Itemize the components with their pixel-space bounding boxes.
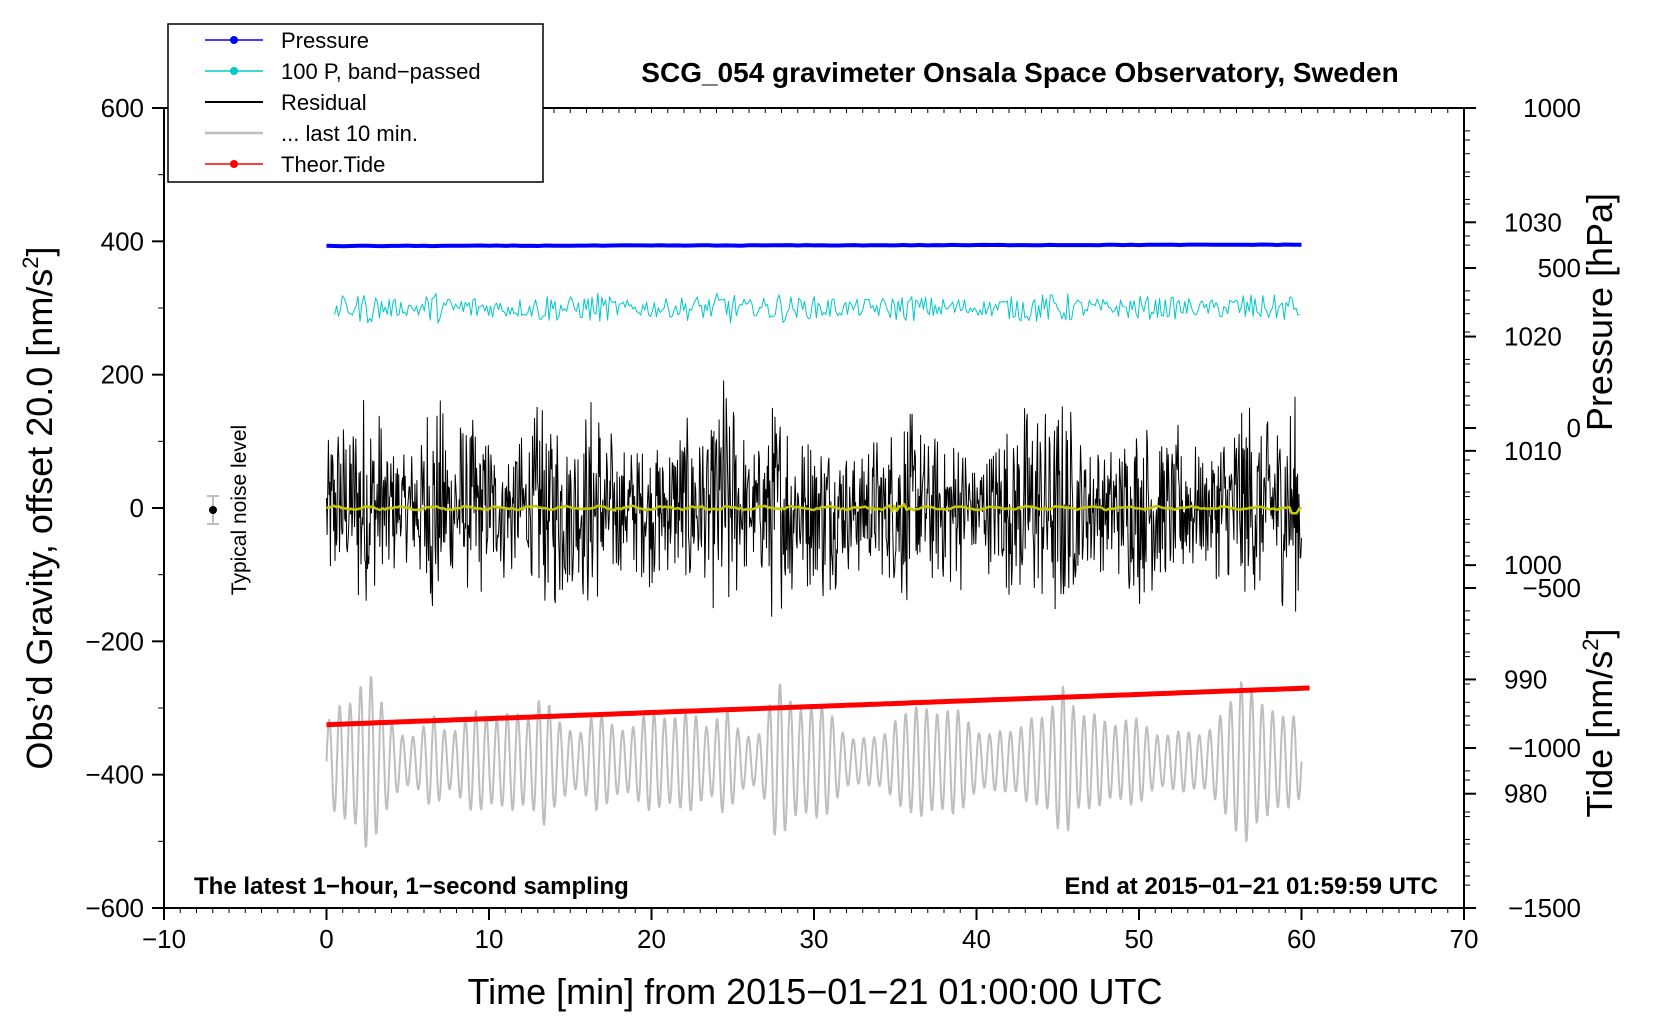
y-axis-label-left: Obs’d Gravity, offset 20.0 [nm/s2] [18,246,60,769]
tide-tick-label: −500 [1522,573,1581,603]
x-tick-label: 40 [962,924,991,954]
legend-label-bandpassed: 100 P, band−passed [281,59,481,84]
tide-tick-label: −1000 [1508,733,1581,763]
tide-tick-label: −1500 [1508,893,1581,923]
pressure-tick-label: 1020 [1504,322,1562,352]
series-residual-line [326,380,1302,617]
legend-marker-bandpassed [230,67,238,75]
pressure-tick-label: 980 [1504,779,1547,809]
noise-label: Typical noise level [228,425,251,595]
legend-item-last10: ... last 10 min. [205,121,418,146]
tide-tick-label: 1000 [1523,93,1581,123]
legend-label-tide: Theor.Tide [281,152,385,177]
pressure-tick-label: 990 [1504,664,1547,694]
legend-item-residual: Residual [205,90,367,115]
x-tick-label: 60 [1287,924,1316,954]
pressure-tick-label: 1000 [1504,550,1562,580]
series-residual-smoothed-line [326,502,1302,515]
x-tick-label: 20 [637,924,666,954]
y-tick-label-left: 400 [101,226,144,256]
y-axis-label-left-end: ] [19,246,60,256]
y-axis-label-pressure: Pressure [hPa] [1579,193,1620,431]
series-last10-line [325,676,1303,848]
series-pressure-line [326,242,1302,249]
tide-tick-label: 500 [1538,253,1581,283]
y-tick-label-left: 0 [130,493,144,523]
legend-label-pressure: Pressure [281,28,369,53]
noise-level-marker: Typical noise level [207,425,251,595]
chart-title: SCG_054 gravimeter Onsala Space Observat… [641,57,1398,88]
x-axis-label: Time [min] from 2015−01−21 01:00:00 UTC [467,971,1162,1012]
y-tick-label-left: −400 [85,760,144,790]
legend-item-tide: Theor.Tide [205,152,385,177]
legend: Pressure 100 P, band−passed Residual ...… [167,23,544,183]
legend-item-pressure: Pressure [205,28,369,53]
legend-label-last10: ... last 10 min. [281,121,418,146]
y-axis-label-left-main: Obs’d Gravity, offset 20.0 [nm/s [19,269,60,770]
x-tick-label: 0 [319,924,333,954]
axis-ticks: −10 0 10 20 30 40 50 60 706004002000−200−400−600… [85,93,1581,954]
annotation-end-time: End at 2015−01−21 01:59:59 UTC [1064,873,1438,900]
series-layer [325,242,1310,848]
y-tick-label-left: −600 [85,893,144,923]
y-tick-label-left: 200 [101,360,144,390]
pressure-tick-label: 1010 [1504,436,1562,466]
noise-point [209,506,217,514]
y-axis-label-tide-sup: 2 [1578,639,1603,651]
x-tick-label: 30 [800,924,829,954]
x-tick-label: 10 [475,924,504,954]
x-tick-label: −10 [142,924,186,954]
tide-tick-label: 0 [1567,413,1581,443]
legend-marker-tide [230,160,238,168]
y-axis-label-tide-main: Tide [nm/s [1579,651,1620,818]
series-tide-line [326,685,1310,728]
x-tick-label: 50 [1125,924,1154,954]
legend-marker-pressure [230,36,238,44]
series-bandpassed-line [334,292,1301,324]
pressure-tick-label: 1030 [1504,207,1562,237]
y-axis-label-tide: Tide [nm/s2] [1578,629,1620,818]
y-tick-label-left: −200 [85,626,144,656]
x-tick-label: 70 [1450,924,1479,954]
annotation-sampling: The latest 1−hour, 1−second sampling [194,873,629,900]
y-tick-label-left: 600 [101,93,144,123]
legend-label-residual: Residual [281,90,367,115]
legend-item-bandpassed: 100 P, band−passed [205,59,481,84]
y-axis-label-left-sup: 2 [18,256,43,268]
y-axis-label-tide-end: ] [1579,629,1620,639]
